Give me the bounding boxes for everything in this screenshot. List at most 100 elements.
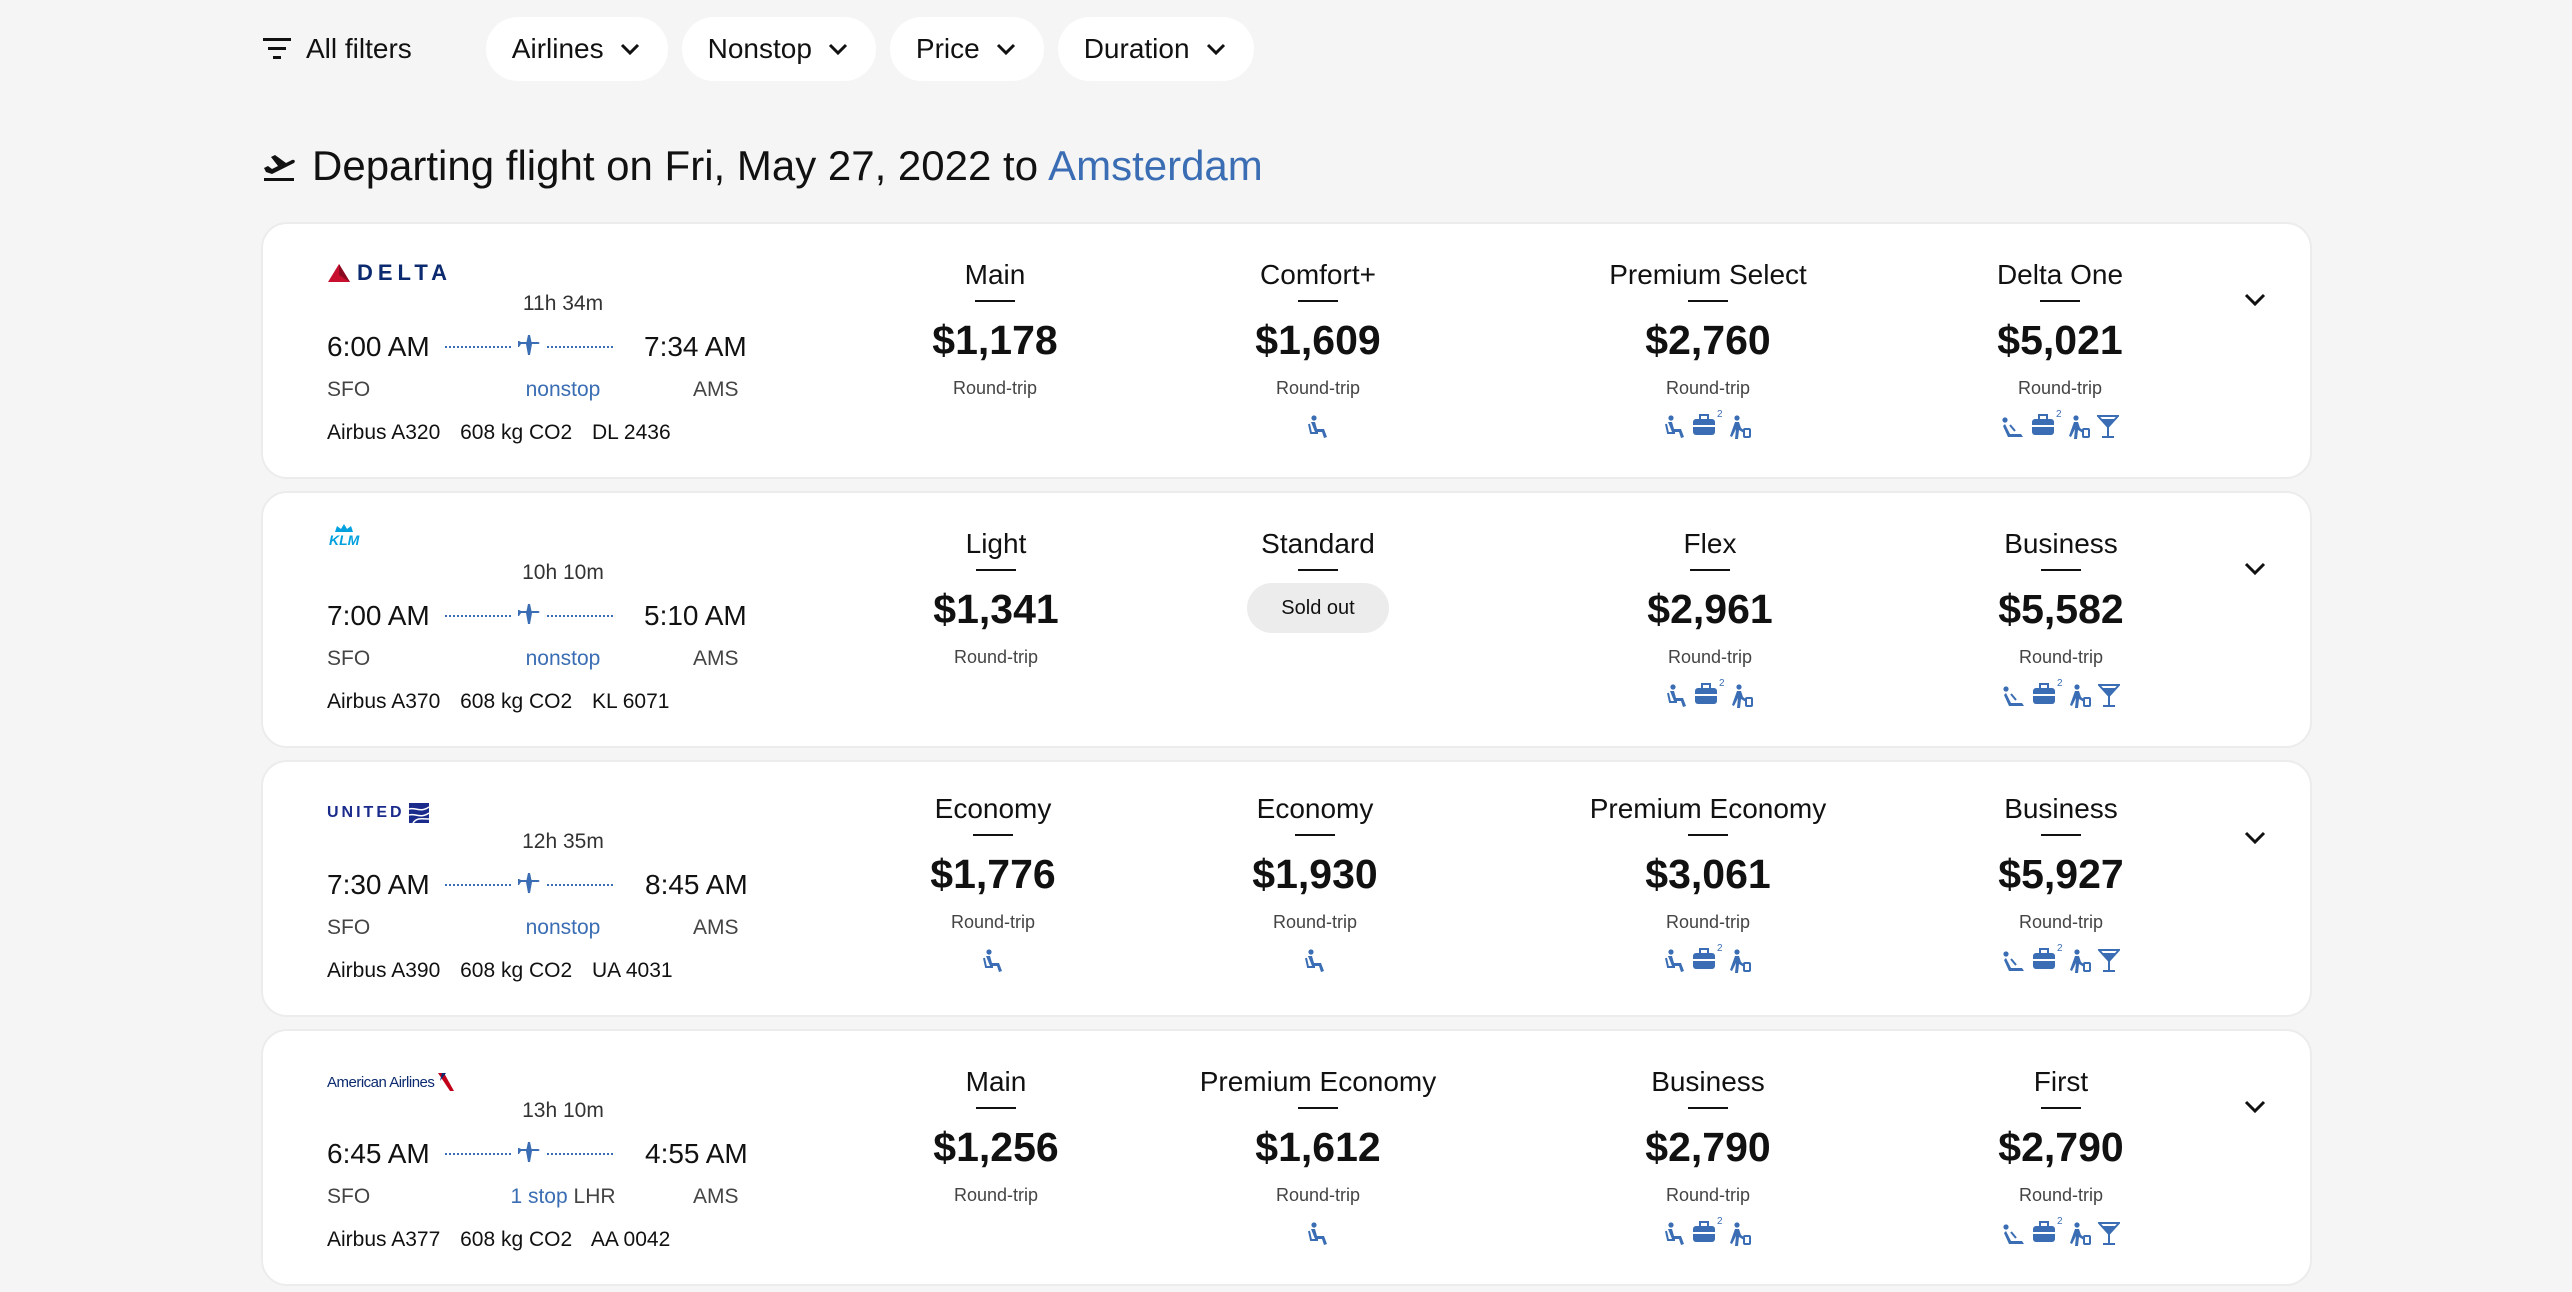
fare-price: $2,760 bbox=[1645, 317, 1771, 363]
arrival-time: 7:34 AM bbox=[644, 331, 747, 362]
destination-airport: AMS bbox=[693, 647, 739, 670]
fare-name: Business bbox=[2004, 528, 2118, 559]
fare-price: $1,612 bbox=[1255, 1124, 1381, 1170]
fare-name: First bbox=[2033, 1066, 2089, 1097]
nonstop-filter-chip[interactable]: Nonstop bbox=[681, 17, 876, 81]
fare-price: $1,341 bbox=[933, 586, 1059, 632]
lie-flat-seat-icon bbox=[2003, 686, 2024, 706]
chip-label: Duration bbox=[1083, 33, 1190, 64]
fare-option[interactable]: Main $1,256 Round-trip bbox=[826, 1065, 1166, 1206]
divider bbox=[2041, 1107, 2081, 1109]
all-filters-button[interactable]: All filters bbox=[262, 16, 424, 82]
fare-amenities: 2 bbox=[1540, 678, 1880, 708]
chevron-down-icon bbox=[828, 43, 848, 55]
expand-chevron-icon[interactable] bbox=[2235, 818, 2275, 858]
departure-time: 7:00 AM bbox=[327, 600, 430, 631]
expand-chevron-icon[interactable] bbox=[2235, 549, 2275, 589]
fare-price: $1,776 bbox=[930, 851, 1056, 897]
seat-icon bbox=[1308, 1222, 1327, 1245]
fare-option[interactable]: Business $2,790 Round-trip 2 bbox=[1538, 1065, 1878, 1246]
delta-widget-icon bbox=[328, 264, 350, 282]
aircraft-type: Airbus A320 bbox=[327, 421, 441, 444]
divider bbox=[1688, 834, 1728, 836]
baggage-icon: 2 bbox=[1695, 678, 1724, 704]
fare-price: $2,790 bbox=[1645, 1124, 1771, 1170]
fare-option[interactable]: Light $1,341 Round-trip bbox=[826, 527, 1166, 668]
fare-option[interactable]: Flex $2,961 Round-trip 2 bbox=[1540, 527, 1880, 708]
fare-amenities: 2 bbox=[1890, 409, 2230, 439]
fare-option[interactable]: Premium Economy $1,612 Round-trip bbox=[1148, 1065, 1488, 1246]
fare-option[interactable]: Premium Select $2,760 Round-trip 2 bbox=[1538, 258, 1878, 439]
aircraft-type: Airbus A377 bbox=[327, 1228, 441, 1251]
seat-icon bbox=[983, 949, 1002, 972]
fare-amenities: 2 bbox=[1538, 943, 1878, 973]
svg-text:2: 2 bbox=[1717, 409, 1722, 420]
fare-amenities bbox=[1148, 1218, 1488, 1246]
fare-amenities: 2 bbox=[1891, 1216, 2231, 1246]
airline-name: DELTA bbox=[357, 260, 453, 285]
flight-number: UA 4031 bbox=[592, 959, 673, 982]
flight-card[interactable]: American Airlines 13h 10m 6:45 AM 4:55 A… bbox=[261, 1029, 2312, 1286]
flight-details: Airbus A390 608 kg CO2 UA 4031 bbox=[327, 959, 687, 983]
sold-out-badge: Sold out bbox=[1247, 583, 1389, 633]
flight-duration: 13h 10m bbox=[522, 1099, 604, 1122]
flight-number: KL 6071 bbox=[592, 690, 670, 713]
chip-label: Price bbox=[915, 33, 980, 64]
fare-name: Delta One bbox=[1996, 259, 2124, 290]
fare-option[interactable]: Main $1,178 Round-trip bbox=[825, 258, 1165, 399]
fare-trip-type: Round-trip bbox=[2018, 912, 2104, 932]
baggage-icon: 2 bbox=[1693, 409, 1722, 435]
divider bbox=[1295, 834, 1335, 836]
expand-chevron-icon[interactable] bbox=[2235, 1087, 2275, 1127]
seat-icon bbox=[1308, 415, 1327, 438]
priority-boarding-icon bbox=[2069, 415, 2090, 439]
fare-option[interactable]: Premium Economy $3,061 Round-trip 2 bbox=[1538, 792, 1878, 973]
route-line bbox=[445, 346, 511, 348]
fare-amenities bbox=[1148, 411, 1488, 439]
cocktail-icon bbox=[2098, 684, 2120, 707]
aircraft-type: Airbus A390 bbox=[327, 959, 441, 982]
fare-option[interactable]: Delta One $5,021 Round-trip 2 bbox=[1890, 258, 2230, 439]
fare-trip-type: Round-trip bbox=[950, 912, 1036, 932]
destination-link[interactable]: Amsterdam bbox=[1048, 142, 1263, 189]
chip-label: Airlines bbox=[511, 33, 604, 64]
flight-card[interactable]: DELTA 11h 34m 6:00 AM 7:34 AM SFO nonsto… bbox=[261, 222, 2312, 479]
fare-trip-type: Round-trip bbox=[1665, 1185, 1751, 1205]
airlines-filter-chip[interactable]: Airlines bbox=[485, 17, 668, 81]
stops-info: nonstop bbox=[477, 378, 649, 402]
divider bbox=[1298, 300, 1338, 302]
baggage-icon: 2 bbox=[2033, 943, 2062, 969]
stops-label: nonstop bbox=[525, 916, 601, 939]
globe-icon bbox=[408, 803, 429, 823]
duration-filter-chip[interactable]: Duration bbox=[1057, 17, 1254, 81]
fare-option[interactable]: Economy $1,776 Round-trip bbox=[823, 792, 1163, 973]
fare-name: Main bbox=[965, 1066, 1027, 1097]
divider bbox=[975, 300, 1015, 302]
flight-duration: 11h 34m bbox=[522, 292, 604, 315]
plane-icon bbox=[517, 602, 541, 631]
baggage-icon: 2 bbox=[2033, 678, 2062, 704]
priority-boarding-icon bbox=[2070, 1222, 2091, 1246]
fare-price: $1,178 bbox=[932, 317, 1058, 363]
fare-option[interactable]: Comfort+ $1,609 Round-trip bbox=[1148, 258, 1488, 439]
baggage-icon: 2 bbox=[2032, 409, 2061, 435]
svg-text:2: 2 bbox=[2057, 678, 2062, 689]
expand-chevron-icon[interactable] bbox=[2235, 280, 2275, 320]
flight-card[interactable]: UNITED 12h 35m 7:30 AM 8:45 AM SFO nonst… bbox=[261, 760, 2312, 1017]
divider bbox=[1298, 569, 1338, 571]
origin-airport: SFO bbox=[327, 647, 371, 670]
plane-icon bbox=[517, 871, 541, 900]
seat-icon bbox=[1665, 949, 1684, 972]
departing-plane-icon bbox=[262, 150, 296, 182]
fare-option[interactable]: First $2,790 Round-trip 2 bbox=[1891, 1065, 2231, 1246]
price-filter-chip[interactable]: Price bbox=[889, 17, 1044, 81]
flight-details: Airbus A377 608 kg CO2 AA 0042 bbox=[327, 1228, 684, 1252]
flight-timeline: 6:45 AM 4:55 AM bbox=[327, 1134, 757, 1174]
divider bbox=[2041, 834, 2081, 836]
co2-emissions: 608 kg CO2 bbox=[460, 1228, 573, 1251]
fare-option[interactable]: Economy $1,930 Round-trip bbox=[1145, 792, 1485, 973]
flight-card[interactable]: KLM 10h 10m 7:00 AM 5:10 AM SFO nonstop … bbox=[261, 491, 2312, 748]
united-logo: UNITED bbox=[327, 798, 429, 828]
fare-option[interactable]: Business $5,582 Round-trip 2 bbox=[1891, 527, 2231, 708]
fare-option[interactable]: Business $5,927 Round-trip 2 bbox=[1891, 792, 2231, 973]
